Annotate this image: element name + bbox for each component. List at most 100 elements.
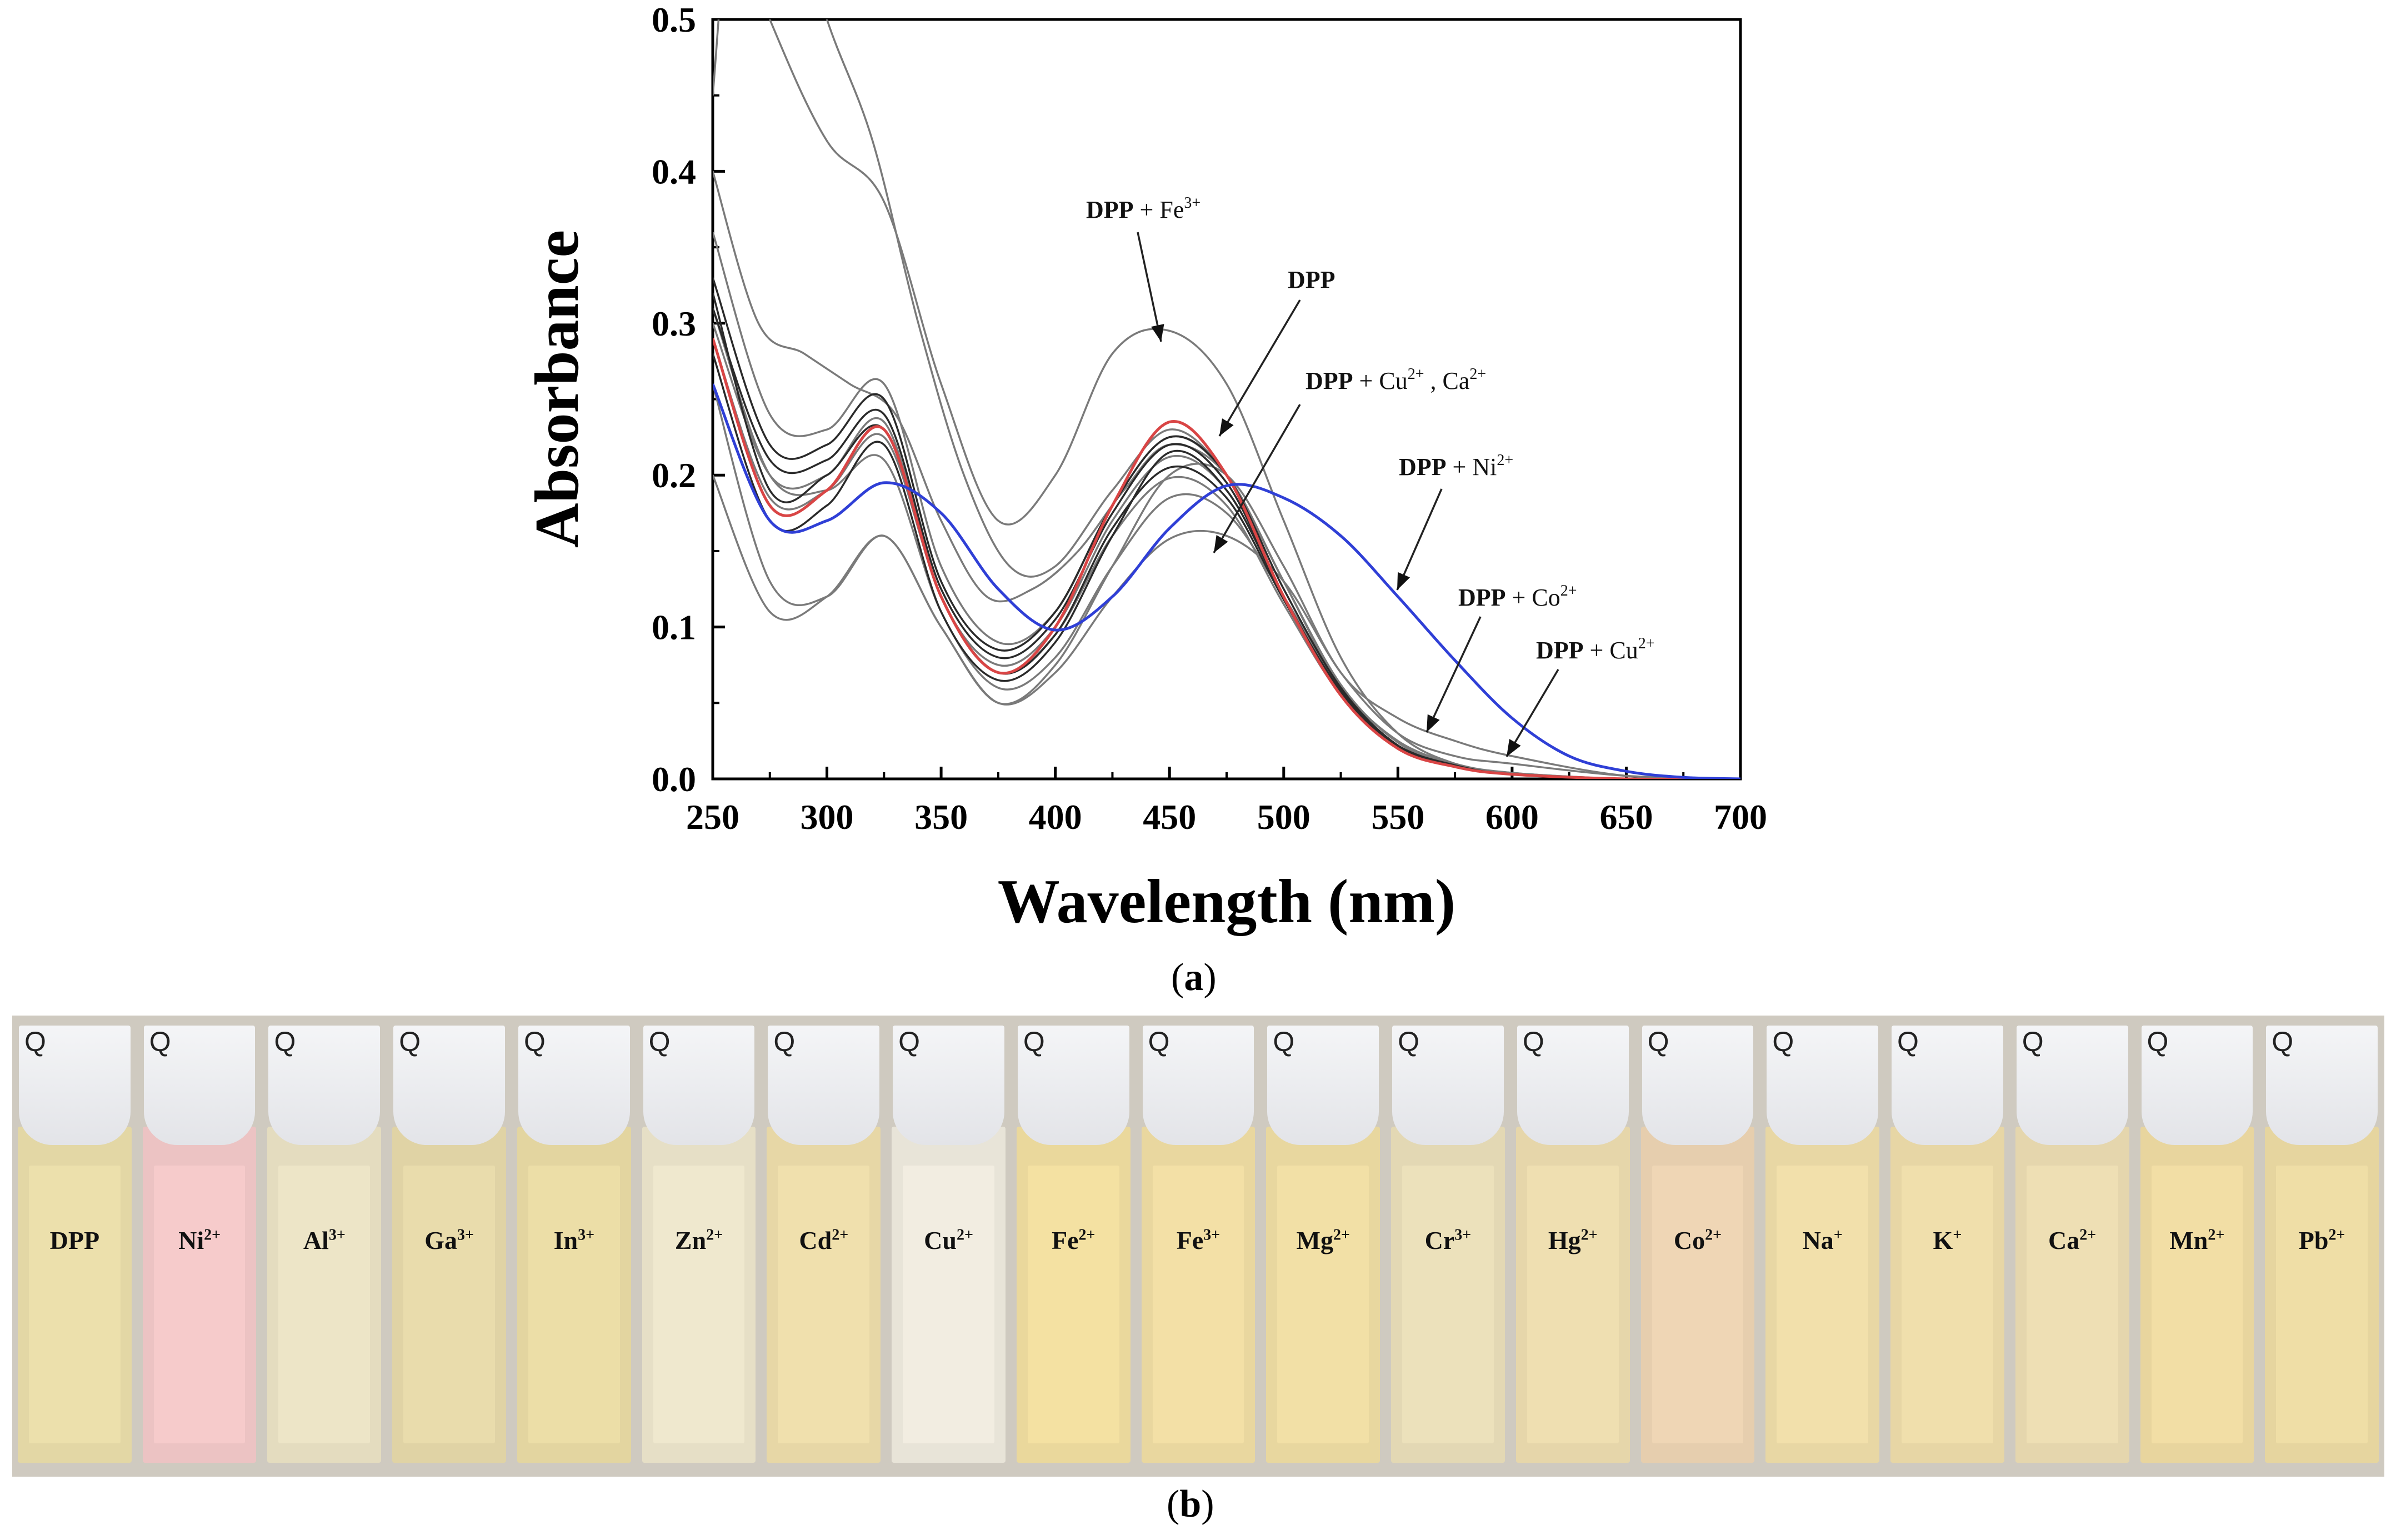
cuvette-q-mark: Q [1148,1026,1170,1057]
x-tick-label: 250 [686,797,739,837]
cuvette-label: Ca2+ [2048,1226,2097,1254]
caption-a-letter: a [1184,956,1204,999]
cuvette-q-mark: Q [1023,1026,1045,1057]
cuvette-q-mark: Q [1772,1026,1794,1057]
series-annotation: DPP [1288,266,1335,293]
series-line [713,383,1740,779]
annotation-arrow [1218,299,1301,437]
y-tick-label: 0.0 [652,759,696,799]
cuvette-label: Pb2+ [2298,1226,2345,1254]
cuvette-window [1902,1166,1993,1443]
cuvette-cap [393,1026,505,1145]
cuvette-label: Mn2+ [2169,1226,2225,1254]
cuvette: Q Co2+ [1635,1016,1760,1477]
cuvette-q-mark: Q [648,1026,671,1057]
cuvette-q-mark: Q [1522,1026,1544,1057]
cuvette-cap [2016,1026,2128,1145]
cuvette: Q DPP [12,1016,137,1477]
cuvette-label: In3+ [553,1226,595,1254]
cuvette-window [1277,1166,1369,1443]
cuvette: Q K+ [1885,1016,2010,1477]
cuvette-label: Zn2+ [674,1226,723,1254]
annotation-arrow [1213,404,1301,553]
arrow-head [1427,714,1440,732]
cuvette-label: Ga3+ [424,1226,474,1254]
cuvette-cap [1267,1026,1379,1145]
x-axis-label: Wavelength (nm) [998,867,1455,936]
annotation-arrow [1396,488,1443,591]
cuvette-q-mark: Q [2147,1026,2169,1057]
y-axis-label: Absorbance [523,230,592,548]
cuvette-q-mark: Q [149,1026,171,1057]
series-line [713,338,1740,779]
cuvette-label: Hg2+ [1548,1226,1598,1254]
cuvette-q-mark: Q [2272,1026,2294,1057]
y-tick-label: 0.2 [652,456,696,495]
arrow-head [1507,739,1521,757]
cuvette-cap [518,1026,630,1145]
cuvette: Q Zn2+ [637,1016,762,1477]
y-tick-label: 0.4 [652,152,696,191]
series-line [713,353,1740,779]
cuvette-label: K+ [1933,1226,1962,1254]
cuvette-window [528,1166,620,1443]
cuvette-window [1027,1166,1119,1443]
absorbance-chart: 250 300 350 400 450 500 550 600 650 700 0.0 0.1 0.2 0… [523,0,1767,936]
cuvette-window [903,1166,994,1443]
cuvette-window [1402,1166,1494,1443]
cuvette-label: Co2+ [1673,1226,1722,1254]
series-line [713,474,1740,779]
cuvette-window [1152,1166,1244,1443]
caption-b-letter: b [1179,1483,1202,1526]
cuvette-q-mark: Q [24,1026,46,1057]
x-tick-label: 650 [1599,797,1653,837]
cuvette-q-mark: Q [898,1026,921,1057]
cuvette: Q Ca2+ [2010,1016,2135,1477]
cuvette: Q Mg2+ [1260,1016,1385,1477]
cuvette-window [2276,1166,2368,1443]
x-tick-label: 700 [1714,797,1767,837]
annotation-arrow [1137,232,1162,342]
plot-frame [711,18,1742,781]
cuvette-label: Ni2+ [178,1226,221,1254]
cuvette: Q Ga3+ [387,1016,512,1477]
cuvette-window [403,1166,495,1443]
x-tick-label: 350 [914,797,968,837]
cuvette-cap [1517,1026,1629,1145]
cuvette: Q Hg2+ [1510,1016,1635,1477]
cuvette: Q Al3+ [262,1016,387,1477]
cuvette: Q Cd2+ [761,1016,886,1477]
cuvette-window [278,1166,371,1443]
cuvette-photo: Q DPP Q Ni2+ Q Al3+ Q Ga3+ Q In3+ Q Zn2+ Q Cd2+ Q Cu2+ Q… [12,1016,2384,1477]
cuvette-cap [1642,1026,1754,1145]
cuvette-q-mark: Q [274,1026,296,1057]
cuvette-cap [2266,1026,2378,1145]
arrow-head [1219,418,1234,436]
cuvette-cap [1767,1026,1879,1145]
arrow-head [1151,324,1164,342]
annotation-arrow [1505,669,1559,757]
cuvette-cap [143,1026,256,1145]
cuvette-q-mark: Q [399,1026,421,1057]
cuvette-window [2026,1166,2118,1443]
series-annotation: DPP + Ni2+ [1399,452,1513,481]
x-tick-label: 300 [801,797,854,837]
arrow-head [1214,535,1228,553]
cuvette-window [2151,1166,2243,1443]
y-tick-label: 0.5 [652,0,696,39]
cuvette-window [653,1166,745,1443]
cuvette-cap [1392,1026,1504,1145]
cuvette-cap [643,1026,755,1145]
cuvette-q-mark: Q [523,1026,546,1057]
x-tick-label: 450 [1143,797,1196,837]
cuvette: Q Mn2+ [2135,1016,2260,1477]
cuvette-label: Cd2+ [799,1226,849,1254]
cuvette-window [778,1166,870,1443]
caption-a: (a) [1171,956,1217,999]
cuvette-label: Al3+ [303,1226,346,1254]
series-annotation: DPP + Cu2+ [1536,635,1655,664]
cuvette: Q In3+ [512,1016,637,1477]
cuvette-label: Fe2+ [1052,1226,1096,1254]
cuvette-cap [1892,1026,2003,1145]
x-tick-label: 600 [1485,797,1539,837]
